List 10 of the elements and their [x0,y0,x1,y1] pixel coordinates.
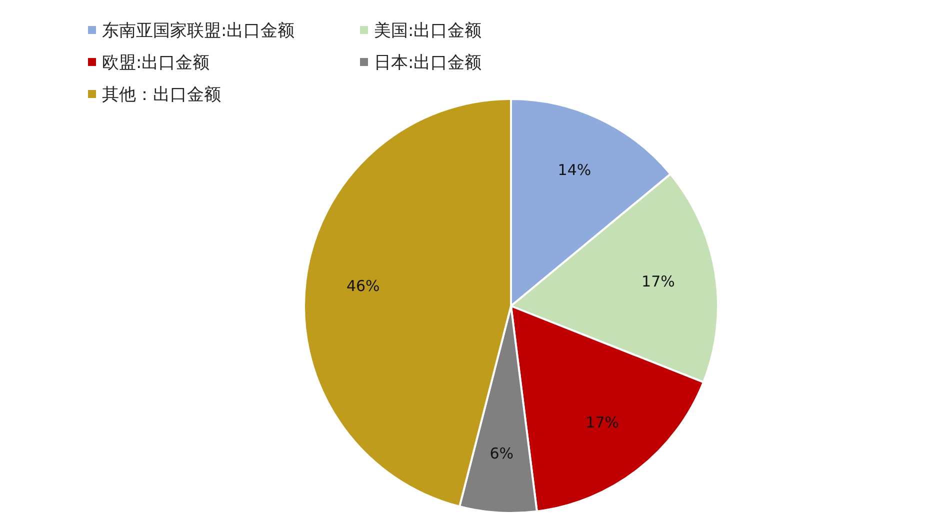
data-label: 17% [642,272,675,291]
legend-label: 东南亚国家联盟:出口金额 [102,20,295,42]
data-label: 17% [586,414,620,432]
legend-label: 美国:出口金额 [374,20,482,42]
legend-label: 其他：出口金额 [102,84,221,106]
legend-label: 日本:出口金额 [374,52,482,74]
legend-label: 欧盟:出口金额 [102,52,210,74]
data-label: 14% [558,161,592,180]
data-label: 6% [490,444,514,463]
data-label: 46% [346,277,380,296]
